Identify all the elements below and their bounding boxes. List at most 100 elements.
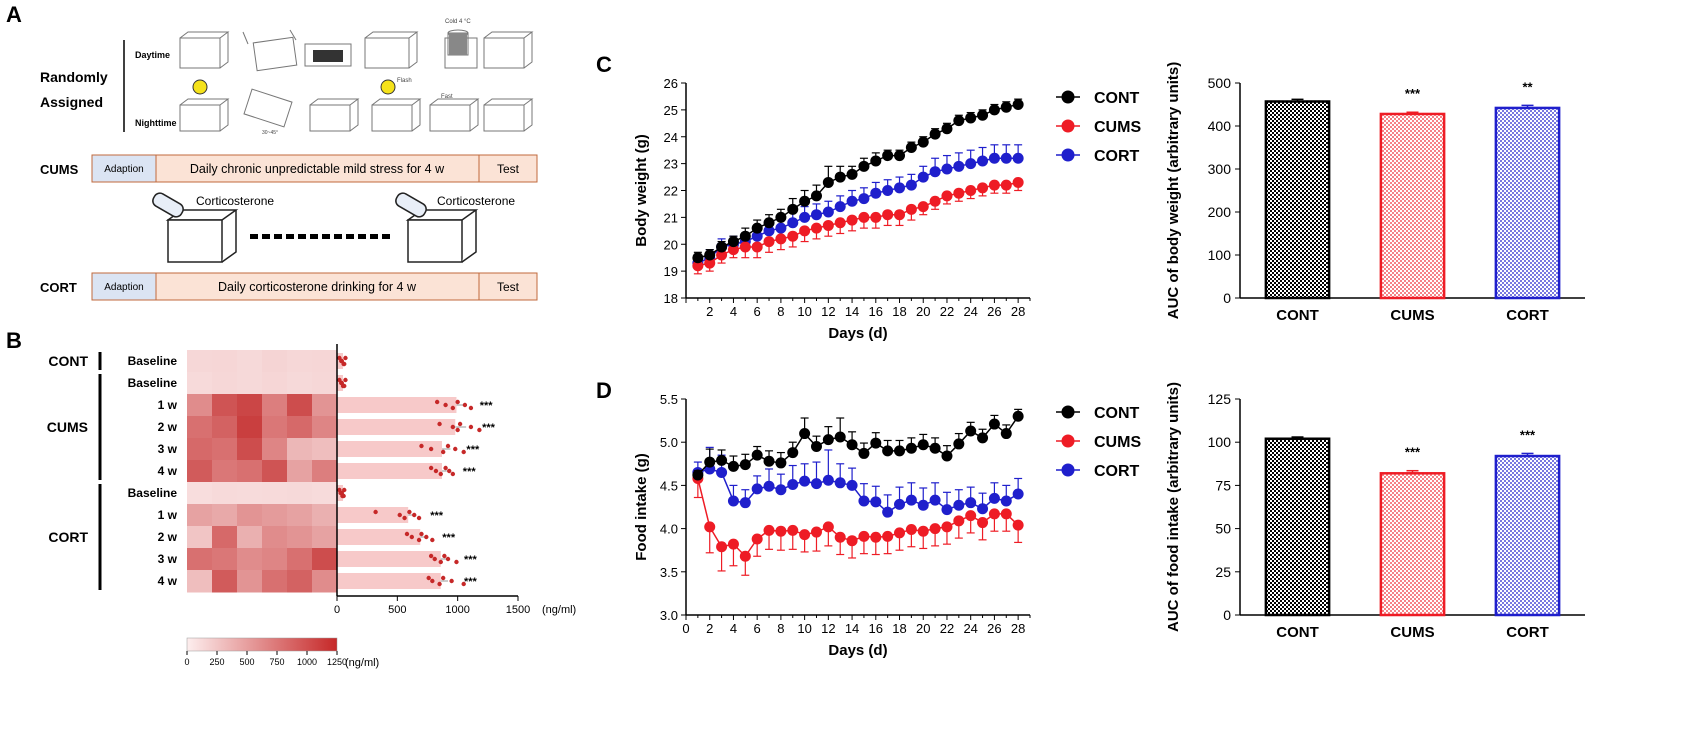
data-point-cont: [716, 241, 728, 253]
x-tick-label: 28: [1011, 621, 1025, 636]
y-tick-label: 500: [1208, 75, 1232, 91]
data-point-cont: [953, 115, 965, 127]
x-tick-label: 24: [963, 304, 977, 319]
x-tick-label: 20: [916, 621, 930, 636]
heatmap-cell: [212, 372, 238, 395]
data-point-cums: [751, 533, 763, 545]
heatmap-cell: [262, 504, 288, 527]
legend-marker: [1061, 148, 1075, 162]
concentration-point: [428, 465, 434, 471]
y-tick-label: 100: [1208, 247, 1232, 263]
heatmap-row-label: Baseline: [128, 354, 178, 368]
heatmap-cell: [187, 350, 213, 373]
data-point-cums: [775, 233, 787, 245]
data-point-cort: [941, 504, 953, 516]
concentration-point: [419, 531, 424, 537]
data-point-cont: [775, 457, 787, 469]
panel-letter-d: D: [596, 378, 612, 403]
x-tick-label: 10: [797, 621, 811, 636]
x-tick-label: 4: [730, 304, 737, 319]
heatmap-cell: [212, 460, 238, 483]
y-axis-title: Body weight (g): [633, 134, 650, 247]
x-tick-label: 8: [777, 304, 784, 319]
bar-cont: [1264, 100, 1331, 300]
heatmap-row-label: 1 w: [158, 508, 178, 522]
heatmap-cell: [237, 394, 263, 417]
y-tick-label: 26: [664, 76, 678, 91]
cums-test-box: [478, 154, 538, 183]
x-axis-title: Days (d): [828, 325, 887, 342]
data-point-cont: [988, 104, 1000, 116]
x-tick-label: 0: [682, 621, 689, 636]
heatmap-row-label: 4 w: [158, 574, 178, 588]
data-point-cums: [1000, 508, 1012, 520]
heatmap-cell: [187, 416, 213, 439]
data-point-cont: [799, 195, 811, 207]
legend-marker: [1061, 434, 1075, 448]
data-point-cums: [716, 541, 728, 553]
series-line-cort: [697, 468, 1019, 514]
y-tick-label: 24: [664, 130, 678, 145]
bar-cont: [1264, 437, 1331, 617]
group-label: CORT: [48, 529, 88, 545]
data-point-cort: [988, 152, 1000, 164]
data-point-cums: [704, 521, 716, 533]
data-point-cort: [739, 497, 751, 509]
corticosterone-label-2: Corticosterone: [437, 194, 515, 208]
data-point-cums: [917, 525, 929, 537]
data-point-cort: [727, 495, 739, 507]
concentration-point: [455, 399, 460, 405]
data-point-cort: [977, 155, 989, 167]
x-tick-label: 24: [963, 621, 977, 636]
cort-adaption-box: [91, 272, 157, 301]
data-point-cums: [739, 550, 751, 562]
x-tick-label: 6: [754, 304, 761, 319]
concentration-point: [454, 559, 459, 565]
data-point-cums: [953, 187, 965, 199]
data-point-cums: [787, 524, 799, 536]
legend-marker: [1061, 90, 1075, 104]
x-tick-label: CONT: [1276, 307, 1319, 324]
concentration-point: [339, 358, 345, 364]
data-point-cums: [882, 209, 894, 221]
concentration-point: [461, 449, 466, 455]
heatmap-cell: [312, 482, 338, 505]
panel-c-letter-group: C: [596, 52, 612, 77]
randomly-label: Randomly: [40, 69, 108, 85]
heatmap-cell: [212, 482, 238, 505]
x-tick-label: 1000: [445, 604, 469, 616]
concentration-bar: [337, 441, 442, 457]
data-point-cort: [882, 185, 894, 196]
x-tick-label: CONT: [1276, 624, 1319, 641]
data-point-cums: [810, 526, 822, 538]
data-point-cums: [953, 515, 965, 527]
heatmap-cell: [287, 350, 313, 373]
cums-adaption-text: Adaption: [104, 164, 143, 175]
concentration-point: [416, 537, 422, 543]
heatmap-cell: [312, 438, 338, 461]
concentration-point: [342, 487, 347, 493]
data-point-cont: [977, 432, 989, 444]
data-point-cort: [953, 160, 965, 172]
data-point-cort: [917, 499, 929, 511]
data-point-cums: [905, 203, 917, 215]
colorbar-tick-label: 0: [184, 657, 189, 667]
data-point-cort: [799, 211, 811, 223]
panel-a: A Randomly Assigned Daytime Nighttime Co…: [6, 2, 538, 301]
concentration-point: [447, 468, 452, 474]
heatmap-cell: [237, 570, 263, 593]
data-point-cums: [917, 201, 929, 213]
heatmap-row-label: 3 w: [158, 442, 178, 456]
legend-label: CORT: [1094, 463, 1140, 480]
y-tick-label: 5.5: [660, 392, 678, 407]
y-tick-label: 50: [1215, 521, 1231, 537]
concentration-bar: [337, 529, 421, 545]
heatmap-row-label: Baseline: [128, 486, 178, 500]
significance-marker: ***: [464, 554, 478, 566]
assigned-label: Assigned: [40, 94, 103, 110]
series-line-cont: [697, 415, 1019, 476]
heatmap-cell: [187, 460, 213, 483]
concentration-bar: [337, 463, 442, 479]
concentration-point: [339, 380, 345, 386]
x-tick-label: 22: [940, 621, 954, 636]
